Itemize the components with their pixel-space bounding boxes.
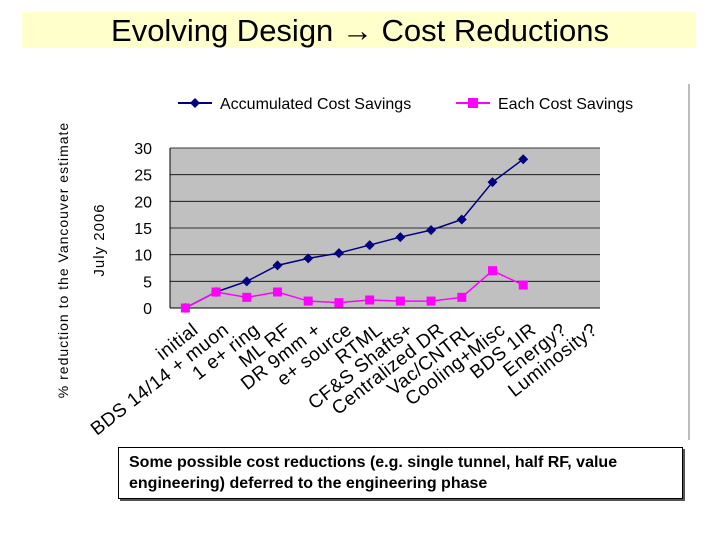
data-point-accumulated	[333, 248, 344, 259]
data-point-each	[457, 292, 467, 302]
series-line-accumulated	[185, 158, 524, 309]
data-point-each	[395, 296, 405, 306]
y-axis-label-date: July 2006	[91, 203, 108, 276]
data-point-accumulated	[426, 225, 437, 236]
legend-marker-accumulated	[190, 98, 200, 108]
x-tick-label: BDS 14/14 + muon	[87, 319, 233, 440]
data-point-accumulated	[303, 253, 314, 264]
data-point-each	[334, 298, 344, 308]
series-line-each	[185, 269, 524, 309]
y-tick-label: 15	[134, 221, 152, 238]
y-tick-label: 0	[143, 301, 152, 318]
y-tick-label: 25	[134, 168, 152, 185]
data-point-each	[426, 296, 436, 306]
y-tick-label: 30	[134, 141, 152, 158]
data-point-each	[365, 295, 375, 305]
data-point-each	[180, 303, 190, 313]
note-box: Some possible cost reductions (e.g. sing…	[118, 447, 683, 499]
data-point-accumulated	[518, 154, 529, 165]
y-tick-label: 5	[143, 274, 152, 291]
data-point-accumulated	[364, 240, 375, 251]
legend-label-each: Each Cost Savings	[498, 96, 633, 113]
y-tick-label: 20	[134, 194, 152, 211]
data-point-accumulated	[487, 177, 498, 188]
data-point-each	[518, 280, 528, 290]
y-axis-label: % reduction to the Vancouver estimate	[55, 122, 71, 398]
legend-label-accumulated: Accumulated Cost Savings	[220, 96, 411, 113]
data-point-accumulated	[395, 232, 406, 243]
slide-title: Evolving Design → Cost Reductions	[111, 13, 609, 48]
chart-frame	[104, 84, 690, 440]
legend-marker-each	[468, 98, 478, 108]
y-tick-label: 10	[134, 248, 152, 265]
data-point-each	[488, 266, 497, 276]
data-point-each	[303, 296, 313, 306]
data-point-each	[273, 287, 282, 297]
data-point-each	[211, 287, 221, 297]
data-point-accumulated	[456, 214, 467, 225]
title-band	[22, 12, 696, 48]
note-text: Some possible cost reductions (e.g. sing…	[129, 454, 618, 492]
data-point-accumulated	[272, 260, 283, 271]
data-point-each	[242, 292, 252, 302]
data-point-accumulated	[241, 276, 252, 287]
